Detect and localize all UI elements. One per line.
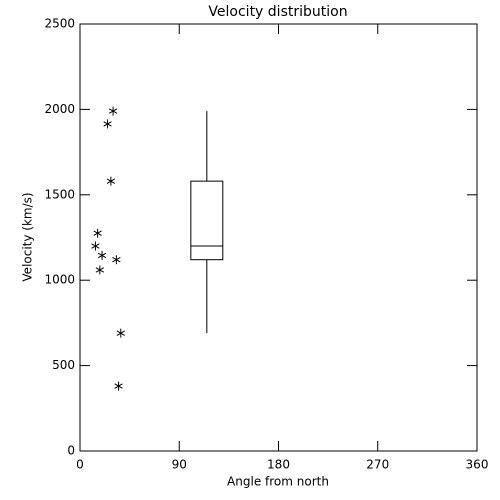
y-tick-label: 2500	[44, 17, 75, 31]
point	[103, 119, 112, 129]
x-tick-label: 270	[366, 458, 389, 472]
y-tick-label: 2000	[44, 102, 75, 116]
plot-frame	[79, 23, 478, 452]
point	[116, 328, 125, 338]
x-axis-label: Angle from north	[227, 475, 329, 489]
point	[112, 255, 121, 265]
point	[95, 265, 104, 275]
asterisk-stroke	[93, 230, 102, 236]
point	[93, 228, 102, 238]
y-tick-label: 500	[52, 358, 75, 372]
asterisk-stroke	[108, 108, 118, 114]
x-tick-label: 90	[172, 458, 187, 472]
asterisk-stroke	[103, 121, 112, 127]
y-axis-label: Velocity (km/s)	[21, 192, 35, 281]
asterisk-stroke	[112, 257, 121, 263]
x-tick-label: 0	[76, 458, 84, 472]
point	[114, 381, 123, 391]
point	[108, 106, 118, 116]
asterisk-stroke	[91, 243, 100, 249]
asterisk-stroke	[114, 383, 123, 389]
box	[190, 180, 224, 261]
x-tick-label: 360	[466, 458, 489, 472]
point	[97, 250, 107, 260]
asterisk-stroke	[106, 178, 116, 184]
y-tick-label: 0	[67, 444, 75, 458]
x-tick-label: 180	[267, 458, 290, 472]
y-tick-label: 1500	[44, 187, 75, 201]
point	[91, 241, 100, 251]
chart-title: Velocity distribution	[208, 4, 347, 20]
asterisk-stroke	[97, 252, 107, 259]
asterisk-stroke	[95, 267, 104, 273]
asterisk-stroke	[116, 330, 125, 336]
point	[106, 176, 116, 186]
y-tick-label: 1000	[44, 273, 75, 287]
